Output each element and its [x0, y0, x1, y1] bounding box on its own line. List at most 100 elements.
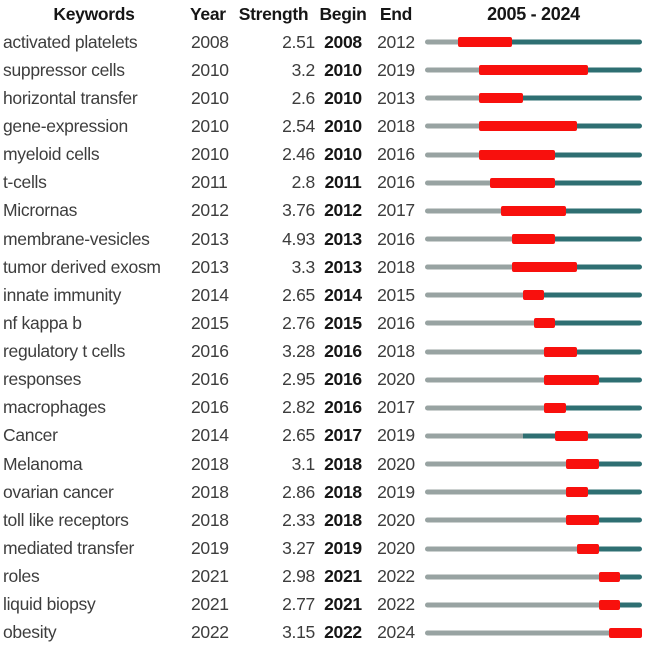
end-value: 2020: [377, 453, 415, 474]
table-row: ovarian cancer 2018 2.86 2018 2019: [0, 478, 646, 506]
timeline-pre-segment: [425, 546, 577, 552]
timeline-bar-cell: [421, 225, 646, 253]
year-value: 2010: [191, 115, 229, 136]
timeline-burst-segment: [479, 93, 523, 104]
strength-value: 3.15: [282, 622, 315, 643]
timeline-bar-cell: [421, 169, 646, 197]
timeline-bar-cell: [421, 563, 646, 591]
timeline-bar: [425, 141, 642, 169]
table-row: tumor derived exosm 2013 3.3 2013 2018: [0, 253, 646, 281]
begin-value: 2021: [324, 566, 362, 587]
timeline-pre-segment: [425, 602, 599, 608]
year-value: 2018: [191, 481, 229, 502]
end-value: 2022: [377, 594, 415, 615]
year-value: 2021: [191, 594, 229, 615]
timeline-bar: [425, 253, 642, 281]
timeline-pre-segment: [425, 405, 545, 411]
strength-value: 2.77: [282, 594, 315, 615]
timeline-bar-cell: [421, 253, 646, 281]
timeline-bar: [425, 225, 642, 253]
timeline-bar: [425, 197, 642, 225]
table-row: Cancer 2014 2.65 2017 2019: [0, 422, 646, 450]
timeline-active-segment-after-burst: [598, 461, 642, 467]
timeline-bar: [425, 563, 642, 591]
year-value: 2018: [191, 509, 229, 530]
timeline-bar-cell: [421, 141, 646, 169]
timeline-pre-segment: [425, 123, 480, 129]
end-value: 2016: [377, 172, 415, 193]
keyword-label: toll like receptors: [3, 509, 129, 530]
timeline-bar: [425, 338, 642, 366]
table-row: Micrornas 2012 3.76 2012 2017: [0, 197, 646, 225]
begin-value: 2013: [324, 256, 362, 277]
begin-value: 2013: [324, 228, 362, 249]
strength-value: 2.98: [282, 566, 315, 587]
begin-value: 2018: [324, 481, 362, 502]
timeline-bar-cell: [421, 84, 646, 112]
keyword-label: ovarian cancer: [3, 481, 114, 502]
begin-value: 2016: [324, 341, 362, 362]
timeline-bar-cell: [421, 534, 646, 562]
keyword-label: Melanoma: [3, 453, 83, 474]
strength-value: 2.51: [282, 31, 315, 52]
end-value: 2022: [377, 566, 415, 587]
begin-value: 2014: [324, 284, 362, 305]
begin-value: 2008: [324, 31, 362, 52]
timeline-active-segment-after-burst: [587, 67, 642, 73]
keyword-label: macrophages: [3, 397, 106, 418]
strength-value: 2.76: [282, 312, 315, 333]
timeline-bar-cell: [421, 450, 646, 478]
begin-value: 2010: [324, 87, 362, 108]
timeline-active-segment-after-burst: [598, 546, 642, 552]
table-row: horizontal transfer 2010 2.6 2010 2013: [0, 84, 646, 112]
timeline-bar: [425, 281, 642, 309]
year-value: 2021: [191, 566, 229, 587]
timeline-active-segment-after-burst: [555, 180, 642, 186]
end-value: 2019: [377, 481, 415, 502]
timeline-bar: [425, 112, 642, 140]
begin-value: 2017: [324, 425, 362, 446]
strength-value: 4.93: [282, 228, 315, 249]
end-value: 2012: [377, 31, 415, 52]
timeline-pre-segment: [425, 180, 491, 186]
timeline-active-segment-after-burst: [598, 377, 642, 383]
keyword-label: nf kappa b: [3, 312, 82, 333]
timeline-burst-segment: [598, 571, 621, 582]
timeline-bar: [425, 28, 642, 56]
table-row: nf kappa b 2015 2.76 2015 2016: [0, 309, 646, 337]
timeline-active-segment-after-burst: [576, 349, 642, 355]
begin-value: 2010: [324, 144, 362, 165]
begin-value: 2022: [324, 622, 362, 643]
strength-value: 2.8: [291, 172, 315, 193]
table-row: t-cells 2011 2.8 2011 2016: [0, 169, 646, 197]
table-row: innate immunity 2014 2.65 2014 2015: [0, 281, 646, 309]
timeline-burst-segment: [566, 515, 599, 526]
timeline-bar-cell: [421, 394, 646, 422]
strength-value: 2.6: [291, 87, 315, 108]
strength-value: 2.65: [282, 425, 315, 446]
timeline-bar-cell: [421, 281, 646, 309]
year-value: 2013: [191, 228, 229, 249]
timeline-bar: [425, 56, 642, 84]
timeline-bar-cell: [421, 366, 646, 394]
timeline-pre-segment: [425, 264, 512, 270]
end-value: 2016: [377, 144, 415, 165]
table-header: Keywords Year Strength Begin End 2005 - …: [0, 0, 646, 28]
timeline-bar-cell: [421, 112, 646, 140]
timeline-active-segment-after-burst: [576, 123, 642, 129]
timeline-bar: [425, 619, 642, 647]
timeline-pre-segment: [425, 377, 545, 383]
timeline-pre-segment: [425, 208, 501, 214]
timeline-bar-cell: [421, 422, 646, 450]
year-value: 2010: [191, 87, 229, 108]
timeline-burst-segment: [479, 121, 577, 132]
timeline-burst-segment: [522, 290, 545, 301]
year-value: 2022: [191, 622, 229, 643]
timeline-burst-segment: [500, 205, 567, 216]
timeline-burst-segment: [479, 149, 556, 160]
timeline-bar: [425, 534, 642, 562]
timeline-pre-segment: [425, 489, 567, 495]
table-row: gene-expression 2010 2.54 2010 2018: [0, 112, 646, 140]
timeline-burst-segment: [511, 262, 577, 273]
table-row: regulatory t cells 2016 3.28 2016 2018: [0, 338, 646, 366]
